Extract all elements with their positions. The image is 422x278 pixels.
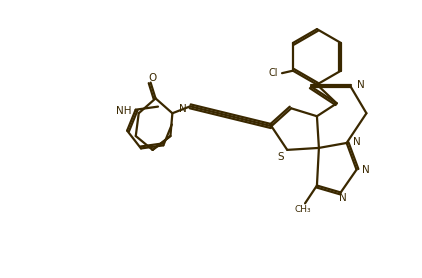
Text: N: N (362, 165, 370, 175)
Text: Cl: Cl (268, 68, 278, 78)
Text: CH₃: CH₃ (295, 205, 311, 214)
Text: N: N (357, 80, 364, 90)
Text: N: N (179, 104, 187, 114)
Text: S: S (277, 152, 284, 162)
Text: N: N (339, 193, 346, 203)
Text: NH: NH (116, 106, 132, 116)
Text: N: N (352, 137, 360, 147)
Text: O: O (149, 73, 157, 83)
